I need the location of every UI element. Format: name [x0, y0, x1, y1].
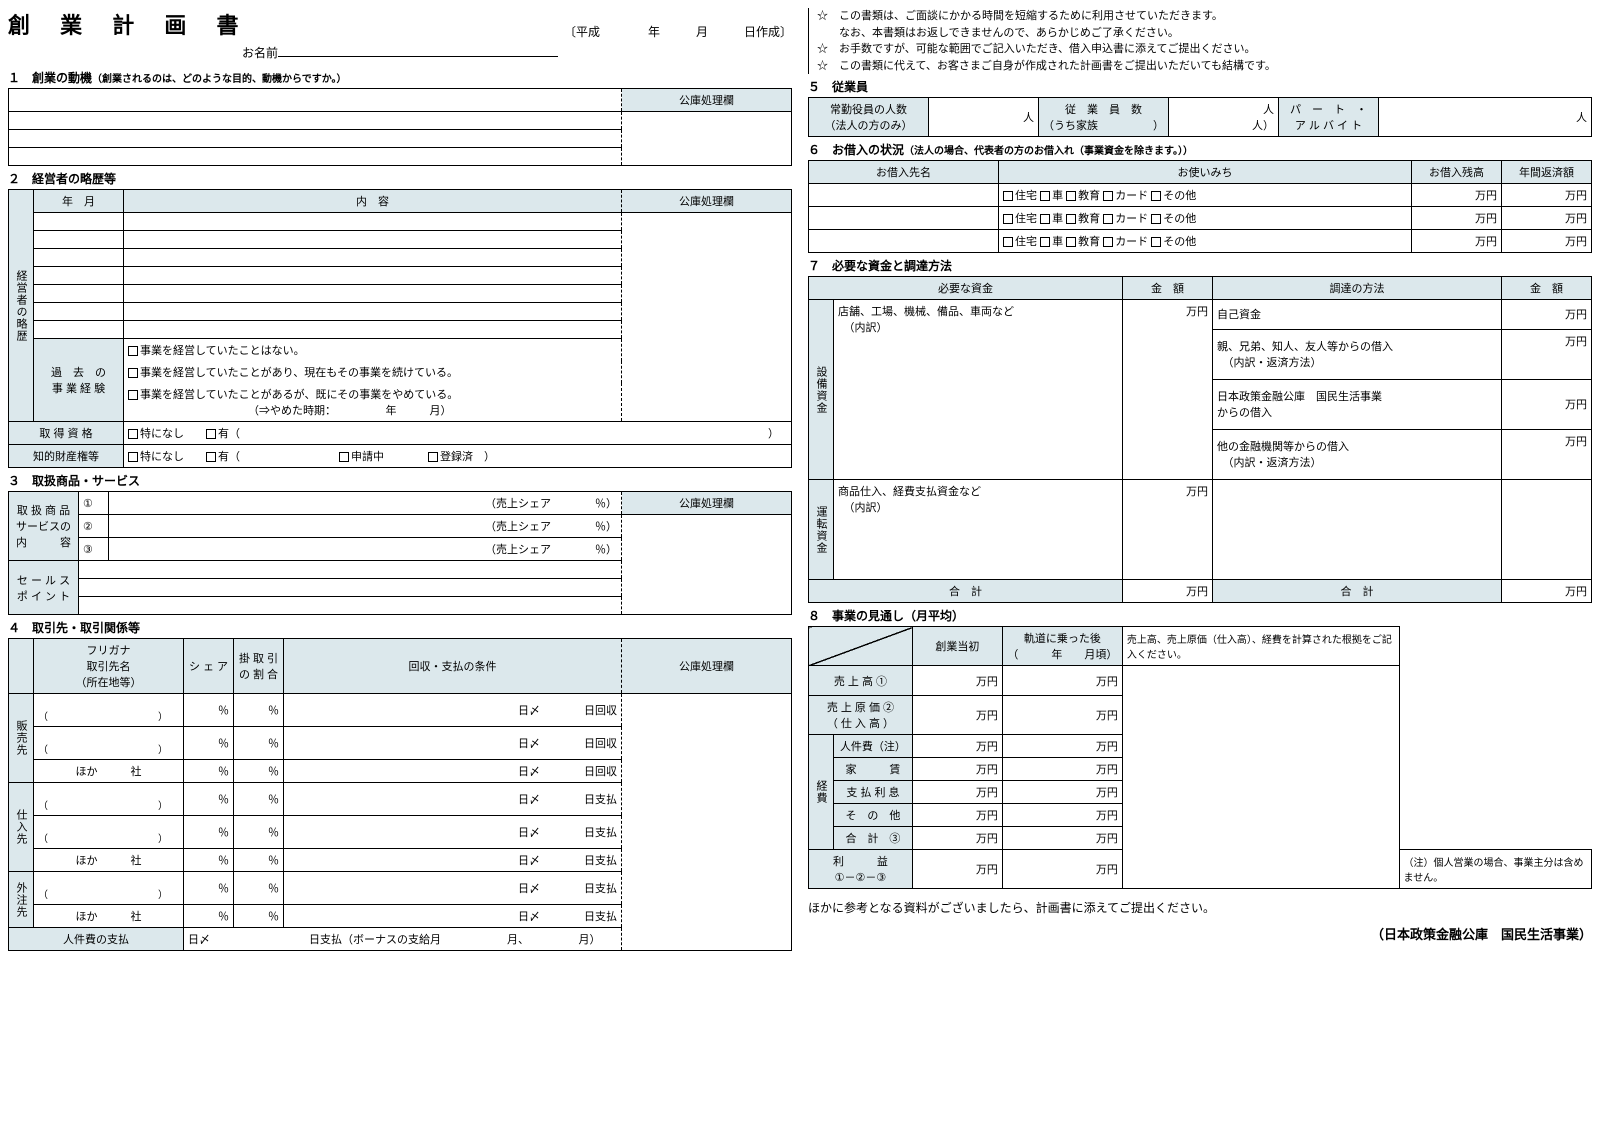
s6-sub: （法人の場合、代表者の方のお借入れ（事業資金を除きます。）） [904, 146, 1193, 157]
s7-hdr: ７ 必要な資金と調達方法 [808, 257, 1592, 274]
s2-col2: 公庫処理欄 [622, 190, 792, 213]
s4-jinken: 人件費の支払 [9, 928, 184, 951]
s4-shiire: 仕入先 [9, 783, 34, 872]
s4-hdr: ４ 取引先・取引関係等 [8, 619, 792, 636]
s2-col0: 年 月 [34, 190, 124, 213]
s6-table: お借入先名お使いみちお借入残高年間返済額 住宅 車 教育 カード その他 万円万… [808, 160, 1592, 253]
s3-sales: セ ー ル ス ポ イ ン ト [9, 561, 79, 615]
s5-table: 常勤役員の人数 （法人の方のみ）人 従 業 員 数 （うち家族 ）人 人） パ … [808, 97, 1592, 137]
date: 〔平成 年 月 日作成〕 [564, 23, 792, 40]
doc-title: 創 業 計 画 書 [8, 8, 250, 40]
s2-rireki: 経営者の略歴 [9, 190, 34, 422]
s7-unten: 運転資金 [809, 480, 834, 580]
s3-goods: 取 扱 商 品 サービスの 内 容 [9, 492, 79, 561]
s2-chiteki: 知的財産権等 [9, 445, 124, 468]
s2-col1: 内 容 [124, 190, 622, 213]
s8-table: 創業当初 軌道に乗った後 （ 年 月頃） 売上高、売上原価（仕入高）、経費を計算… [808, 626, 1592, 889]
s1-hdr: １ 創業の動機 [8, 71, 92, 85]
notes: ☆ この書類は、ご面談にかかる時間を短縮するために利用させていただきます。 なお… [808, 8, 1592, 74]
s8-keihi: 経費 [809, 735, 834, 850]
closing: ほかに参考となる資料がございましたら、計画書に添えてご提出ください。 [808, 899, 1592, 916]
s7-setsubi: 設備資金 [809, 300, 834, 480]
s1-sub: （創業されるのは、どのような目的、動機からですか。） [92, 74, 347, 85]
s4-gaichu: 外注先 [9, 872, 34, 928]
s1-kouko: 公庫処理欄 [622, 89, 792, 112]
name-field[interactable] [278, 56, 558, 57]
s4-table: フリガナ 取引先名 （所在地等） シ ェ ア 掛 取 引 の 割 合 回収・支払… [8, 638, 792, 951]
cb[interactable] [128, 390, 138, 400]
s1-table: 公庫処理欄 [8, 88, 792, 166]
s8-hdr: ８ 事業の見通し（月平均） [808, 607, 1592, 624]
footer: （日本政策金融公庫 国民生活事業） [808, 924, 1592, 943]
s7-table: 必要な資金金 額調達の方法金 額 設備資金 店舗、工場、機械、備品、車両など （… [808, 276, 1592, 603]
s2-pastexp-lbl: 過 去 の 事 業 経 験 [34, 339, 124, 422]
s5-hdr: ５ 従業員 [808, 78, 1592, 95]
s2-table: 経営者の略歴 年 月 内 容 公庫処理欄 過 去 の 事 業 経 験 事業を経営… [8, 189, 792, 468]
cb[interactable] [128, 346, 138, 356]
s2-hdr: ２ 経営者の略歴等 [8, 170, 792, 187]
s6-hdr: ６ お借入の状況 [808, 143, 904, 157]
s4-hanbai: 販売先 [9, 694, 34, 783]
name-label: お名前 [242, 46, 278, 60]
s3-kouko: 公庫処理欄 [622, 492, 792, 515]
cb[interactable] [128, 368, 138, 378]
s3-hdr: ３ 取扱商品・サービス [8, 472, 792, 489]
s2-shikaku: 取 得 資 格 [9, 422, 124, 445]
s3-table: 取 扱 商 品 サービスの 内 容 ①（売上シェア ％） 公庫処理欄 ②（売上シ… [8, 491, 792, 615]
